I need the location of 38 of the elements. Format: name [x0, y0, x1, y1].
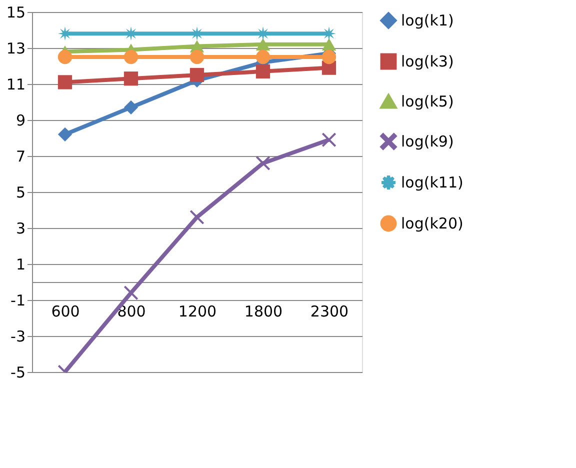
- point: [190, 50, 204, 64]
- point: [58, 127, 72, 142]
- point: [256, 64, 270, 78]
- legend-label: log(k20): [401, 214, 464, 232]
- y-tick-label: 13: [6, 40, 26, 58]
- y-tick-label: 9: [16, 112, 26, 130]
- point: [322, 38, 336, 51]
- point: [322, 50, 336, 64]
- x-tick-label: 600: [51, 302, 80, 320]
- x-tick-label: 1200: [178, 302, 217, 320]
- point: [256, 156, 270, 170]
- point: [124, 72, 138, 86]
- legend-label: log(k11): [401, 174, 464, 192]
- point: [124, 286, 138, 300]
- y-tick-label: -1: [10, 292, 26, 310]
- point: [190, 68, 204, 82]
- y-tick-label: 15: [6, 4, 26, 22]
- y-tick-label: -5: [10, 364, 26, 382]
- point: [58, 50, 72, 64]
- y-tick-label: 7: [16, 148, 26, 166]
- legend-label: log(k5): [401, 92, 454, 110]
- legend-label: log(k1): [401, 12, 454, 30]
- x-tick-label: 2300: [310, 302, 349, 320]
- point: [124, 50, 138, 64]
- y-tick-label: -3: [10, 328, 26, 346]
- legend-label: log(k9): [401, 132, 454, 150]
- legend-label: log(k3): [401, 52, 454, 70]
- y-tick-label: 3: [16, 220, 26, 238]
- point: [190, 210, 204, 224]
- point: [322, 132, 336, 147]
- point: [58, 75, 72, 90]
- y-tick-label: 11: [6, 76, 26, 94]
- point: [124, 100, 138, 114]
- y-tick-label: 1: [16, 256, 26, 274]
- point: [256, 38, 270, 51]
- point: [256, 50, 270, 64]
- x-tick-label: 1800: [244, 302, 283, 320]
- y-tick-label: 5: [16, 184, 26, 202]
